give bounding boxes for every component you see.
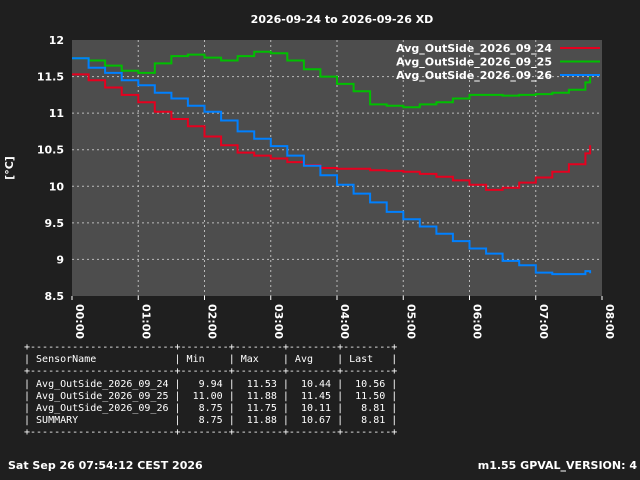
series-line xyxy=(72,57,592,276)
y-tick-label: 8.5 xyxy=(45,290,65,303)
series-line xyxy=(72,73,592,191)
x-tick-label: 00:00 xyxy=(73,304,86,339)
series-line xyxy=(72,50,592,109)
x-tick-label: 04:00 xyxy=(338,304,351,339)
y-tick-label: 10 xyxy=(49,180,65,193)
x-tick-label: 08:00 xyxy=(603,304,616,339)
y-axis-ticks: 8.5 9 9.5 10 10.5 11 11.5 12 xyxy=(37,34,64,303)
y-tick-label: 12 xyxy=(49,34,64,47)
legend-label: Avg_OutSide_2026_09_26 xyxy=(396,69,552,82)
temperature-chart: 2026-09-24 to 2026-09-26 XD 8.5 9 9.5 10 10.… xyxy=(3,13,616,339)
y-tick-label: 11.5 xyxy=(37,71,64,84)
x-tick-label: 02:00 xyxy=(206,304,219,339)
x-tick-label: 03:00 xyxy=(272,304,285,339)
x-tick-label: 07:00 xyxy=(537,304,550,339)
series-lines xyxy=(72,50,592,276)
x-tick-label: 06:00 xyxy=(471,304,484,339)
y-tick-label: 11 xyxy=(49,107,64,120)
footer-timestamp: Sat Sep 26 07:54:12 CEST 2026 xyxy=(8,459,203,472)
legend: Avg_OutSide_2026_09_24Avg_OutSide_2026_0… xyxy=(396,42,600,82)
x-tick-label: 05:00 xyxy=(404,304,417,339)
x-tick-label: 01:00 xyxy=(139,304,152,339)
y-tick-label: 9 xyxy=(56,253,64,266)
legend-label: Avg_OutSide_2026_09_24 xyxy=(396,42,552,55)
stats-table: +------------------------+--------+-----… xyxy=(24,342,398,439)
chart-title: 2026-09-24 to 2026-09-26 XD xyxy=(251,13,434,26)
footer-version: m1.55 GPVAL_VERSION: 4 xyxy=(477,459,637,472)
y-axis-label: [°C] xyxy=(3,156,16,180)
y-tick-label: 10.5 xyxy=(37,144,64,157)
y-tick-label: 9.5 xyxy=(45,217,65,230)
legend-label: Avg_OutSide_2026_09_25 xyxy=(396,56,552,69)
x-axis-ticks: 00:00 01:00 02:00 03:00 04:00 05:00 06:00 07:00… xyxy=(71,296,616,339)
